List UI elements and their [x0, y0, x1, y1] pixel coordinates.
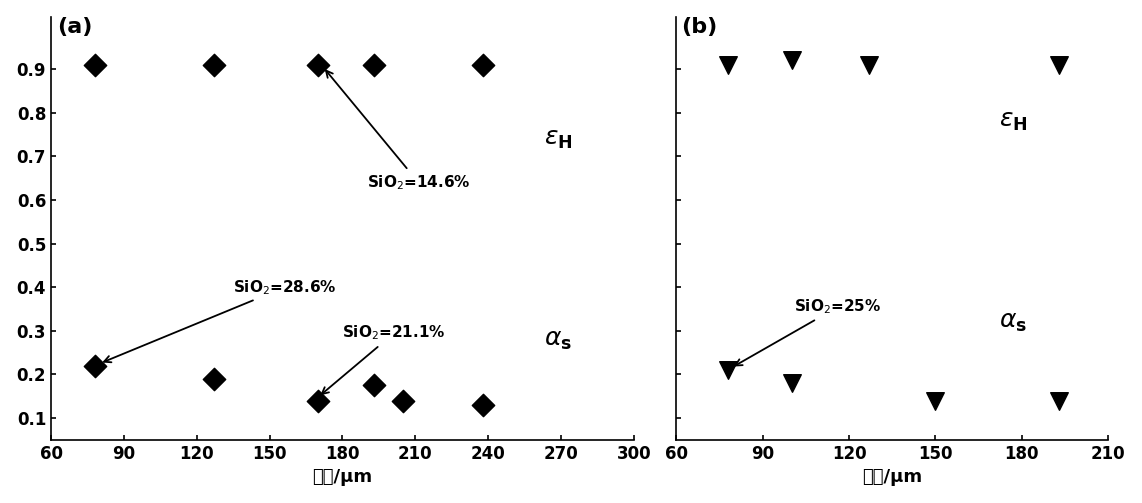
Point [860, 61, 878, 69]
Text: SiO$_2$=14.6%: SiO$_2$=14.6% [325, 70, 471, 192]
Point [86, 362, 104, 370]
Point [474, 401, 492, 409]
Point [474, 61, 492, 69]
Text: SiO$_2$=28.6%: SiO$_2$=28.6% [104, 278, 337, 362]
Point [394, 397, 412, 405]
Text: $\mathit{\varepsilon}_{\mathbf{H}}$: $\mathit{\varepsilon}_{\mathbf{H}}$ [998, 109, 1027, 133]
Point [364, 61, 383, 69]
Text: (b): (b) [681, 17, 717, 37]
Text: SiO$_2$=25%: SiO$_2$=25% [735, 297, 882, 366]
Text: $\mathit{\alpha}_{\mathbf{s}}$: $\mathit{\alpha}_{\mathbf{s}}$ [998, 310, 1027, 334]
X-axis label: 厚度/μm: 厚度/μm [862, 468, 923, 486]
Point [309, 61, 328, 69]
Point [204, 375, 223, 383]
Point [1049, 61, 1068, 69]
Point [309, 397, 328, 405]
Point [86, 61, 104, 69]
Point [719, 366, 738, 374]
Point [926, 397, 944, 405]
Point [719, 61, 738, 69]
Point [364, 381, 383, 389]
Text: $\mathit{\varepsilon}_{\mathbf{H}}$: $\mathit{\varepsilon}_{\mathbf{H}}$ [544, 127, 572, 151]
X-axis label: 厚度/μm: 厚度/μm [312, 468, 372, 486]
Point [1049, 397, 1068, 405]
Text: SiO$_2$=21.1%: SiO$_2$=21.1% [322, 323, 447, 394]
Point [782, 56, 801, 64]
Point [782, 379, 801, 387]
Point [204, 61, 223, 69]
Text: (a): (a) [57, 17, 93, 37]
Text: $\mathit{\alpha}_{\mathbf{s}}$: $\mathit{\alpha}_{\mathbf{s}}$ [544, 327, 572, 352]
